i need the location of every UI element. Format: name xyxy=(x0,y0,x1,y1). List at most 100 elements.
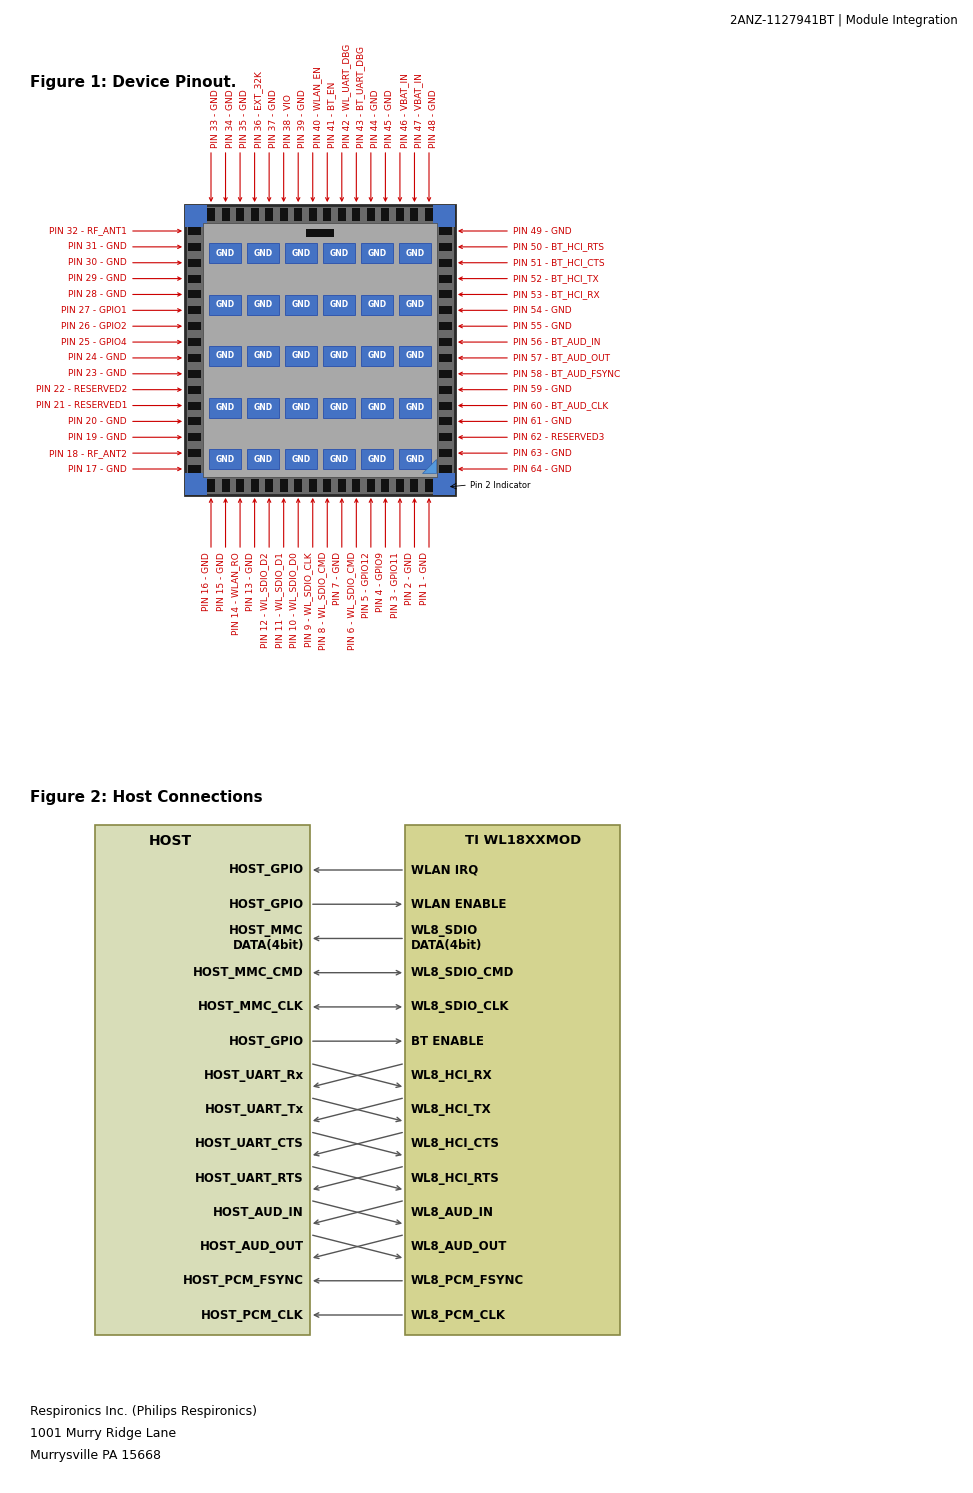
Bar xyxy=(439,433,452,442)
Bar xyxy=(285,346,317,366)
Text: TI WL18XXMOD: TI WL18XXMOD xyxy=(465,835,582,848)
Text: WL8_SDIO
DATA(4bit): WL8_SDIO DATA(4bit) xyxy=(411,924,483,953)
Bar xyxy=(185,473,207,496)
Bar xyxy=(352,479,360,493)
Text: WL8_PCM_CLK: WL8_PCM_CLK xyxy=(411,1308,506,1321)
Text: GND: GND xyxy=(368,454,386,463)
Bar xyxy=(399,346,431,366)
Bar xyxy=(188,370,201,378)
Bar xyxy=(247,346,279,366)
Bar xyxy=(399,449,431,469)
Text: PIN 25 - GPIO4: PIN 25 - GPIO4 xyxy=(61,337,127,346)
Text: HOST_UART_Tx: HOST_UART_Tx xyxy=(205,1103,304,1117)
Bar xyxy=(247,243,279,263)
Bar xyxy=(279,208,288,221)
Text: HOST_AUD_OUT: HOST_AUD_OUT xyxy=(199,1241,304,1253)
Text: PIN 30 - GND: PIN 30 - GND xyxy=(68,258,127,267)
Text: GND: GND xyxy=(253,351,272,360)
Bar xyxy=(439,354,452,361)
Bar xyxy=(338,208,345,221)
Bar xyxy=(361,346,393,366)
Text: PIN 13 - GND: PIN 13 - GND xyxy=(245,552,255,611)
Text: GND: GND xyxy=(330,351,348,360)
Text: PIN 63 - GND: PIN 63 - GND xyxy=(513,448,572,458)
Text: BT ENABLE: BT ENABLE xyxy=(411,1035,484,1048)
Bar xyxy=(361,397,393,418)
Bar xyxy=(399,243,431,263)
Bar xyxy=(209,294,241,315)
Text: HOST_AUD_IN: HOST_AUD_IN xyxy=(213,1206,304,1218)
Bar xyxy=(308,479,317,493)
Text: PIN 22 - RESERVED2: PIN 22 - RESERVED2 xyxy=(36,385,127,394)
Text: WL8_HCI_RX: WL8_HCI_RX xyxy=(411,1069,492,1082)
Bar xyxy=(236,479,244,493)
Text: GND: GND xyxy=(215,248,234,257)
Text: PIN 61 - GND: PIN 61 - GND xyxy=(513,417,572,426)
Bar xyxy=(209,243,241,263)
Text: PIN 6 - WL_SDIO_CMD: PIN 6 - WL_SDIO_CMD xyxy=(347,552,356,651)
Text: HOST_PCM_CLK: HOST_PCM_CLK xyxy=(201,1308,304,1321)
Bar xyxy=(323,397,355,418)
Text: PIN 20 - GND: PIN 20 - GND xyxy=(68,417,127,426)
Bar xyxy=(265,208,273,221)
Bar xyxy=(439,306,452,315)
Bar xyxy=(209,449,241,469)
Bar xyxy=(439,322,452,330)
Text: PIN 58 - BT_AUD_FSYNC: PIN 58 - BT_AUD_FSYNC xyxy=(513,369,620,378)
Bar xyxy=(439,370,452,378)
Text: PIN 45 - GND: PIN 45 - GND xyxy=(385,90,394,148)
Text: PIN 44 - GND: PIN 44 - GND xyxy=(371,90,379,148)
Bar xyxy=(188,354,201,361)
Text: GND: GND xyxy=(368,351,386,360)
Bar xyxy=(439,258,452,267)
Bar xyxy=(411,479,418,493)
Bar xyxy=(323,208,331,221)
Bar xyxy=(439,464,452,473)
Text: PIN 9 - WL_SDIO_CLK: PIN 9 - WL_SDIO_CLK xyxy=(304,552,312,646)
Bar xyxy=(285,397,317,418)
Text: PIN 54 - GND: PIN 54 - GND xyxy=(513,306,571,315)
Text: GND: GND xyxy=(253,403,272,412)
Bar xyxy=(381,479,389,493)
Text: Pin 2 Indicator: Pin 2 Indicator xyxy=(470,481,530,490)
Text: GND: GND xyxy=(253,300,272,309)
Bar xyxy=(188,227,201,234)
Text: GND: GND xyxy=(368,300,386,309)
Bar xyxy=(399,294,431,315)
Bar xyxy=(439,243,452,251)
Text: HOST_UART_RTS: HOST_UART_RTS xyxy=(196,1172,304,1184)
Bar xyxy=(399,397,431,418)
Text: PIN 51 - BT_HCI_CTS: PIN 51 - BT_HCI_CTS xyxy=(513,258,604,267)
Text: PIN 23 - GND: PIN 23 - GND xyxy=(68,369,127,378)
Bar xyxy=(439,418,452,426)
Text: HOST_GPIO: HOST_GPIO xyxy=(229,1035,304,1048)
Text: PIN 33 - GND: PIN 33 - GND xyxy=(211,90,220,148)
Bar xyxy=(323,449,355,469)
Text: WLAN ENABLE: WLAN ENABLE xyxy=(411,897,506,911)
Text: HOST_UART_Rx: HOST_UART_Rx xyxy=(204,1069,304,1082)
Text: PIN 49 - GND: PIN 49 - GND xyxy=(513,227,571,236)
Text: GND: GND xyxy=(330,248,348,257)
Bar xyxy=(439,402,452,409)
Bar xyxy=(323,479,331,493)
Bar xyxy=(279,479,288,493)
Text: PIN 52 - BT_HCI_TX: PIN 52 - BT_HCI_TX xyxy=(513,275,598,284)
Polygon shape xyxy=(422,458,436,473)
Bar xyxy=(188,402,201,409)
Text: PIN 17 - GND: PIN 17 - GND xyxy=(68,464,127,473)
Text: GND: GND xyxy=(215,300,234,309)
Text: GND: GND xyxy=(406,403,424,412)
Text: PIN 5 - GPIO12: PIN 5 - GPIO12 xyxy=(362,552,371,618)
Text: GND: GND xyxy=(368,403,386,412)
Text: GND: GND xyxy=(292,248,310,257)
Text: Respironics Inc. (Philips Respironics): Respironics Inc. (Philips Respironics) xyxy=(30,1405,257,1418)
Text: PIN 15 - GND: PIN 15 - GND xyxy=(217,552,226,611)
Text: PIN 64 - GND: PIN 64 - GND xyxy=(513,464,571,473)
Text: PIN 28 - GND: PIN 28 - GND xyxy=(68,290,127,299)
Bar xyxy=(294,479,303,493)
Text: GND: GND xyxy=(330,454,348,463)
Bar xyxy=(323,346,355,366)
Text: WL8_SDIO_CMD: WL8_SDIO_CMD xyxy=(411,966,515,979)
Bar xyxy=(306,228,334,237)
Bar xyxy=(361,243,393,263)
